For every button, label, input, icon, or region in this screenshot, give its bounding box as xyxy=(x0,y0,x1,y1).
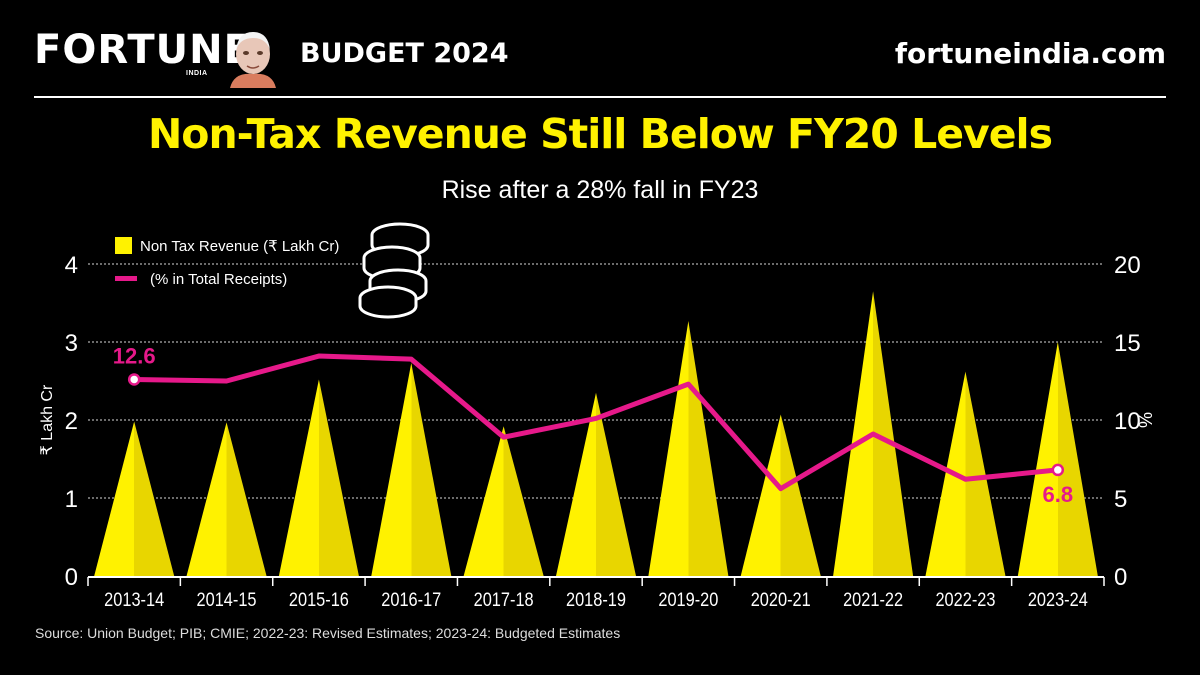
y-axis-right: 0 5 10 15 20 xyxy=(1114,252,1141,591)
bar xyxy=(556,392,636,576)
y2-tick-label: 5 xyxy=(1114,486,1127,513)
bar xyxy=(186,422,267,576)
x-tick-label: 2014-15 xyxy=(197,590,257,611)
y-tick-label: 3 xyxy=(65,330,78,357)
bar xyxy=(648,320,729,576)
fortune-logo[interactable]: FORTUNE xyxy=(34,27,252,73)
y-axis-label: ₹ Lakh Cr xyxy=(39,384,56,455)
x-tick-label: 2013-14 xyxy=(104,590,164,611)
budget-label: BUDGET 2024 xyxy=(300,38,509,69)
y-tick-label: 4 xyxy=(65,252,78,279)
site-link[interactable]: fortuneindia.com xyxy=(894,37,1166,70)
finance-minister-portrait-icon xyxy=(230,32,276,88)
y2-axis-label: % xyxy=(1136,412,1156,428)
bar xyxy=(1017,342,1098,576)
source-note: Source: Union Budget; PIB; CMIE; 2022-23… xyxy=(35,625,621,641)
y-axis-left: 0 1 2 3 4 xyxy=(65,252,78,591)
bar xyxy=(371,363,452,576)
legend-swatch-line xyxy=(115,276,137,281)
chart-subtitle: Rise after a 28% fall in FY23 xyxy=(441,176,759,204)
line-point xyxy=(1051,463,1065,477)
legend-label-bar: Non Tax Revenue (₹ Lakh Cr) xyxy=(140,238,339,255)
data-label-last: 6.8 xyxy=(1043,482,1074,507)
y-tick-label: 2 xyxy=(65,408,78,435)
bar xyxy=(463,426,544,576)
data-label-first: 12.6 xyxy=(113,343,156,368)
fortune-logo-sub: INDIA xyxy=(186,70,208,77)
annotations: 12.6 6.8 xyxy=(113,343,1073,506)
y-tick-label: 0 xyxy=(65,564,78,591)
x-tick-label: 2015-16 xyxy=(289,590,349,611)
y2-tick-label: 0 xyxy=(1114,564,1127,591)
x-tick-label: 2021-22 xyxy=(843,590,903,611)
y2-tick-label: 20 xyxy=(1114,252,1141,279)
bar-series xyxy=(94,291,1098,576)
legend-label-line: (% in Total Receipts) xyxy=(150,271,287,288)
x-tick-label: 2020-21 xyxy=(751,590,811,611)
bar xyxy=(925,371,1006,576)
x-tick-label: 2023-24 xyxy=(1028,590,1088,611)
x-tick-label: 2018-19 xyxy=(566,590,626,611)
legend: Non Tax Revenue (₹ Lakh Cr) (% in Total … xyxy=(115,237,339,288)
line-point xyxy=(127,373,141,386)
x-tick-label: 2017-18 xyxy=(474,590,534,611)
x-tick-label: 2016-17 xyxy=(381,590,441,611)
y2-tick-label: 15 xyxy=(1114,330,1141,357)
bar xyxy=(740,414,821,576)
coin-stack-icon xyxy=(358,222,430,319)
x-tick-label: 2022-23 xyxy=(935,590,995,611)
legend-swatch-bar xyxy=(115,237,132,254)
header: FORTUNE INDIA BUDGET 2024 fortuneindia.c… xyxy=(0,0,1200,100)
chart-title: Non-Tax Revenue Still Below FY20 Levels xyxy=(147,110,1053,158)
header-divider xyxy=(34,96,1166,98)
line-series xyxy=(127,353,1065,492)
bar xyxy=(94,421,175,576)
bar xyxy=(278,379,359,576)
y-tick-label: 1 xyxy=(65,486,78,513)
x-tick-label: 2019-20 xyxy=(658,590,718,611)
x-axis: 2013-14 2014-15 2015-16 2016-17 2017-18 2018-… xyxy=(87,576,1105,611)
line-path xyxy=(131,353,1061,492)
y2-tick-label: 10 xyxy=(1114,408,1141,435)
